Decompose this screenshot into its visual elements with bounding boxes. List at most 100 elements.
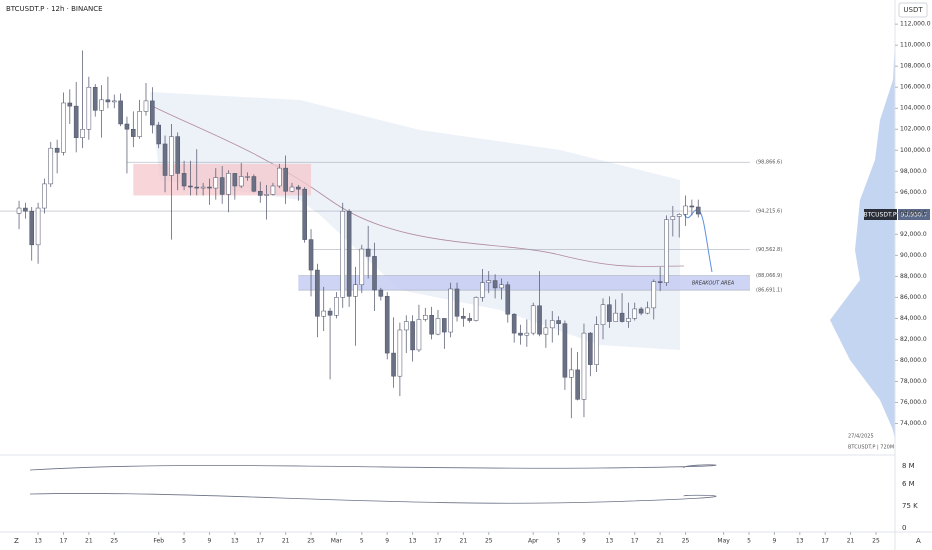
candle-body — [264, 194, 269, 196]
candle-body — [200, 186, 206, 189]
candle-body — [105, 99, 111, 103]
candle-body — [80, 128, 85, 138]
candle-body — [137, 111, 142, 137]
y-tick-label: 98,000.0 — [900, 168, 927, 175]
candle-body — [670, 216, 676, 220]
x-tick-label: 5 — [557, 538, 561, 545]
candle-body — [277, 167, 282, 187]
candle-body — [61, 102, 66, 153]
candle-body — [403, 321, 409, 331]
x-tick-label: 21 — [847, 538, 855, 545]
indicator-line — [29, 464, 717, 471]
x-tick-label: 13 — [34, 538, 42, 545]
level-label: (90,562.8) — [756, 247, 782, 253]
symbol-tag: BTCUSDT.P | 720M — [848, 445, 894, 451]
y-tick-label: 102,000.0 — [900, 126, 931, 133]
y-tick-label: 90,000.0 — [900, 252, 927, 259]
candle-body — [232, 173, 238, 187]
x-tick-label: 25 — [682, 538, 690, 545]
candle-body — [296, 186, 301, 190]
x-tick-label: 17 — [60, 538, 68, 545]
y-tick-label: 100,000.0 — [900, 147, 931, 154]
candle-body — [270, 185, 276, 195]
candle-body — [543, 327, 549, 335]
date-stamp: 27/4/2025 — [848, 434, 874, 440]
x-tick-label: 9 — [772, 538, 776, 545]
candle-body — [467, 318, 472, 321]
level-label: (98,866.6) — [756, 160, 782, 166]
candle-body — [530, 305, 536, 334]
candle-body — [289, 186, 295, 192]
x-tick-label: 13 — [409, 538, 417, 545]
candle-body — [384, 296, 390, 354]
candle-body — [683, 205, 688, 215]
candle-body — [73, 105, 79, 138]
candle-body — [54, 147, 60, 153]
indicator-label: 0 — [902, 524, 906, 532]
currency-box — [898, 2, 928, 18]
y-tick-label: 76,000.0 — [900, 399, 927, 406]
candle-body — [607, 304, 612, 322]
candle-body — [340, 210, 346, 298]
y-tick-label: 106,000.0 — [900, 84, 931, 91]
candle-body — [29, 210, 35, 246]
candle-body — [353, 284, 358, 297]
indicator-label: 8 M — [902, 462, 915, 470]
candle-body — [638, 308, 644, 314]
candle-body — [391, 352, 396, 377]
candle-body — [162, 143, 168, 176]
candle-body — [511, 313, 517, 334]
candle-body — [251, 176, 257, 192]
x-tick-label: 21 — [282, 538, 290, 545]
y-tick-label: 94,000.0 — [900, 210, 927, 217]
candle-body — [518, 332, 523, 336]
y-tick-label: 104,000.0 — [900, 105, 931, 112]
x-tick-label: May — [717, 538, 730, 545]
candle-body — [492, 280, 498, 289]
x-tick-label: 25 — [485, 538, 493, 545]
x-tick-label: 21 — [656, 538, 664, 545]
candle-body — [226, 173, 231, 195]
candle-body — [689, 205, 695, 208]
candle-body — [48, 147, 54, 185]
candle-body — [657, 281, 663, 283]
candle-body — [480, 282, 485, 298]
indicator-label: 6 M — [902, 480, 915, 488]
candle-body — [308, 239, 314, 271]
candle-body — [524, 332, 530, 336]
candle-body — [131, 128, 136, 137]
candle-body — [442, 318, 447, 333]
candle-body — [169, 136, 174, 176]
x-tick-label: 21 — [85, 538, 93, 545]
candle-body — [359, 248, 365, 286]
candle-body — [575, 369, 580, 400]
candle-body — [118, 100, 123, 125]
x-tick-label: 9 — [385, 538, 389, 545]
candle-body — [473, 297, 479, 321]
y-tick-label: 78,000.0 — [900, 378, 927, 385]
x-tick-label: 9 — [208, 538, 212, 545]
candle-body — [549, 320, 555, 329]
x-tick-label: 5 — [747, 538, 751, 545]
candle-body — [302, 188, 307, 240]
candle-body — [410, 321, 415, 351]
candle-body — [143, 100, 149, 112]
candle-body — [499, 284, 504, 289]
breakout-zone — [298, 275, 750, 291]
x-tick-label: 17 — [434, 538, 442, 545]
candle-body — [35, 207, 41, 246]
candle-body — [664, 219, 669, 283]
candle-body — [619, 312, 625, 322]
candle-body — [257, 190, 263, 196]
candle-body — [562, 323, 568, 378]
candle-body — [588, 332, 593, 365]
candle-body — [645, 307, 650, 314]
x-tick-label: 17 — [631, 538, 639, 545]
candle-body — [156, 124, 161, 145]
price-tag-value: 93,930.7 — [901, 212, 928, 219]
x-tick-label: 5 — [182, 538, 186, 545]
candle-body — [23, 207, 28, 212]
candle-body — [327, 310, 333, 316]
level-label: (88,066.9) — [756, 273, 782, 279]
